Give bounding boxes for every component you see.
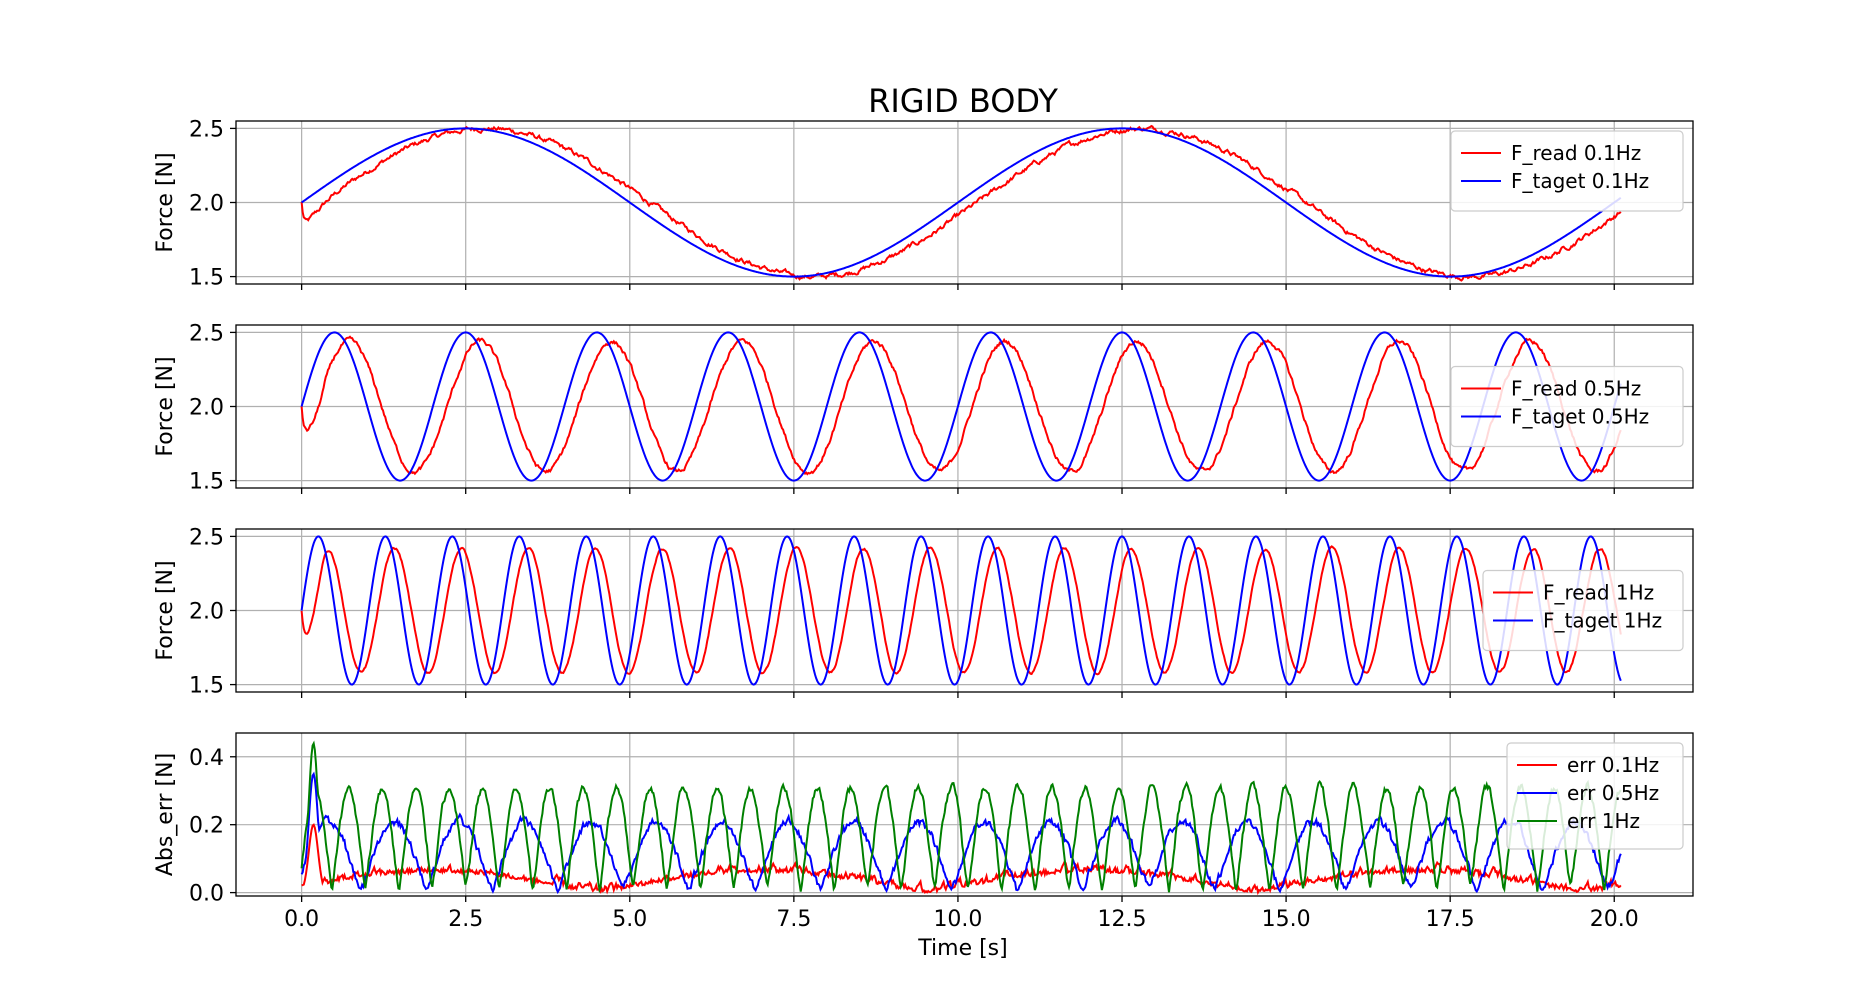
- subplots: 1.5 2.0 2.5 Force [N] F_read 0.1Hz F_taget 0.…: [153, 117, 1694, 932]
- legend: F_read 0.5Hz F_taget 0.5Hz: [1450, 365, 1684, 448]
- legend: F_read 0.1Hz F_taget 0.1Hz: [1450, 130, 1684, 212]
- y-tick-label: 1.5: [189, 674, 224, 699]
- axes-frame: [235, 732, 1694, 897]
- subplot-2: 1.5 2.0 2.5 Force [N] F_read 0.5Hz F_taget 0.…: [153, 321, 1694, 495]
- legend-label: F_read 0.1Hz: [1511, 141, 1641, 165]
- subplot-3: 1.5 2.0 2.5 Force [N] F_read 1Hz F_taget 1Hz: [153, 525, 1694, 699]
- legend-label: err 0.5Hz: [1567, 781, 1659, 805]
- x-axis-label: Time [s]: [917, 936, 1007, 961]
- y-axis-label: Force [N]: [153, 152, 178, 252]
- legend-label: err 1Hz: [1567, 809, 1640, 833]
- series-line-f-taget-1hz: [300, 535, 1622, 686]
- y-tick-label: 1.5: [189, 266, 224, 291]
- legend-box: [1450, 130, 1684, 212]
- legend-label: F_taget 0.1Hz: [1511, 169, 1649, 193]
- legend-label: F_read 1Hz: [1543, 581, 1654, 605]
- series-line-f-taget-0-1hz: [301, 127, 1622, 278]
- series-line-f-read-0-1hz: [300, 124, 1622, 282]
- y-axis-label: Force [N]: [153, 560, 178, 660]
- figure-title: RIGID BODY: [868, 82, 1058, 120]
- legend-box: [1450, 365, 1684, 448]
- legend-box: [1482, 569, 1684, 652]
- x-tick-label: 10.0: [933, 907, 982, 932]
- legend: F_read 1Hz F_taget 1Hz: [1482, 569, 1684, 652]
- x-tick-label: 7.5: [776, 907, 811, 932]
- y-axis-label: Abs_err [N]: [153, 753, 178, 876]
- x-tick-label: 12.5: [1098, 907, 1147, 932]
- y-tick-label: 2.5: [189, 321, 224, 346]
- y-tick-label: 2.5: [189, 525, 224, 550]
- y-tick-label: 1.5: [189, 470, 224, 495]
- y-tick-label: 0.4: [189, 746, 224, 771]
- y-tick-label: 0.0: [189, 882, 224, 907]
- x-tick-label: 17.5: [1426, 907, 1475, 932]
- legend: err 0.1Hz err 0.5Hz err 1Hz: [1506, 742, 1684, 850]
- subplot-1: 1.5 2.0 2.5 Force [N] F_read 0.1Hz F_taget 0.…: [153, 117, 1694, 291]
- x-tick-label: 15.0: [1262, 907, 1311, 932]
- legend-label: F_taget 1Hz: [1543, 609, 1662, 633]
- y-axis-label: Force [N]: [153, 356, 178, 456]
- y-tick-label: 2.0: [189, 396, 224, 421]
- series-line-f-taget-0-5hz: [300, 331, 1622, 482]
- x-tick-label: 2.5: [448, 907, 483, 932]
- legend-label: err 0.1Hz: [1567, 753, 1659, 777]
- y-tick-label: 2.0: [189, 192, 224, 217]
- y-tick-label: 2.5: [189, 117, 224, 142]
- x-tick-label: 0.0: [284, 907, 319, 932]
- legend-label: F_taget 0.5Hz: [1511, 405, 1649, 429]
- y-tick-label: 0.2: [189, 814, 224, 839]
- x-tick-label: 20.0: [1590, 907, 1639, 932]
- series-line-f-read-0-5hz: [300, 335, 1622, 476]
- series-line-err-1hz: [300, 740, 1622, 894]
- legend-label: F_read 0.5Hz: [1511, 377, 1641, 401]
- legend-box: [1506, 742, 1684, 850]
- x-tick-label: 5.0: [612, 907, 647, 932]
- y-tick-label: 2.0: [189, 600, 224, 625]
- subplot-4: 0.0 0.2 0.4 0.0 2.5 5.0 7.5 10.0 12.5 15.0 17.5 20.…: [153, 732, 1694, 932]
